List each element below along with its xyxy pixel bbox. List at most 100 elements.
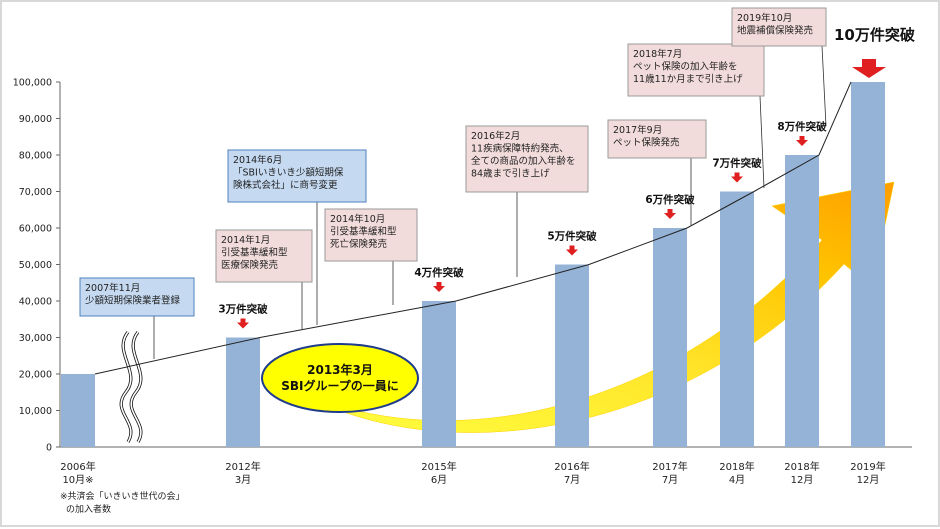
y-tick-label: 30,000	[19, 333, 52, 344]
callout-text: 2014年6月	[233, 154, 282, 166]
y-tick-label: 90,000	[19, 114, 52, 125]
callout-box-bg	[607, 119, 707, 159]
footnote-line2: の加入者数	[66, 503, 111, 515]
callout-leader	[821, 45, 827, 127]
callout-text: 2016年2月	[471, 130, 520, 142]
x-axis-labels: 2006年10月※2012年3月2015年6月2016年7月2017年7月201…	[60, 460, 885, 486]
callout-text: 引受基準緩和型	[221, 247, 288, 259]
callout-box-bg	[215, 229, 313, 283]
callout-text: ペット保険発売	[613, 137, 680, 149]
callout-text: 地震補償保険発売	[737, 25, 813, 37]
milestone-arrow-icon	[237, 318, 249, 329]
x-tick-label-year: 2017年	[652, 460, 687, 473]
y-tick-label: 10,000	[19, 406, 52, 417]
callout-text: 全ての商品の加入年齢を	[471, 155, 576, 167]
milestone-label: 7万件突破	[712, 157, 762, 170]
callout-text: 2019年10月	[737, 12, 792, 24]
callout-box-bg	[79, 277, 195, 317]
x-tick-label-year: 2018年	[719, 460, 754, 473]
milestone-arrow-icon	[566, 245, 578, 256]
bar	[61, 374, 95, 447]
x-tick-label-year: 2018年	[784, 460, 819, 473]
x-tick-label-month: 12月	[791, 474, 814, 486]
x-tick-label-month: 3月	[235, 474, 251, 486]
bar	[851, 82, 885, 447]
x-tick-label-year: 2015年	[421, 460, 456, 473]
callout-text: 2014年10月	[330, 213, 385, 225]
bar	[785, 155, 819, 447]
x-tick-label-year: 2016年	[554, 460, 589, 473]
bar	[720, 191, 754, 447]
x-tick-label-year: 2006年	[60, 460, 95, 473]
milestone-arrow-icon	[731, 172, 743, 183]
callout-boxes: 2007年11月少額短期保険業者登録2014年1月引受基準緩和型医療保険発売20…	[79, 7, 827, 317]
sbi-group-oval	[261, 343, 419, 413]
y-tick-label: 20,000	[19, 370, 52, 381]
bar	[422, 301, 456, 447]
milestone-labels: 3万件突破 4万件突破 5万件突破 6万件突破 7万件突破 8万件突破	[218, 120, 827, 329]
axis-break-icon	[119, 331, 143, 443]
callout-text: 医療保険発売	[221, 259, 278, 271]
milestone-label: 8万件突破	[777, 120, 827, 133]
milestone-label: 3万件突破	[218, 303, 268, 316]
callout-box-bg	[227, 149, 367, 203]
callout-text: 84歳まで引き上げ	[471, 168, 550, 180]
x-tick-label-month: 6月	[431, 474, 447, 486]
callout-text: 少額短期保険業者登録	[85, 295, 181, 307]
hundred-thousand-label: 10万件突破	[834, 26, 915, 44]
callout-text: 2017年9月	[613, 124, 662, 136]
x-tick-label-year: 2012年	[225, 460, 260, 473]
x-tick-label-year: 2019年	[850, 460, 885, 473]
x-tick-label-month: 12月	[857, 474, 880, 486]
callout-box-bg	[465, 125, 589, 193]
callout-text: 2007年11月	[85, 282, 140, 294]
y-tick-label: 40,000	[19, 297, 52, 308]
sbi-group-oval-line2: SBIグループの一員に	[281, 378, 399, 393]
bar	[555, 264, 589, 447]
milestone-arrow-icon	[796, 136, 808, 146]
callout-text: 2018年7月	[633, 48, 682, 60]
callout-text: 「SBIいきいき少額短期保	[233, 167, 344, 179]
x-tick-label-month: 7月	[564, 474, 580, 486]
callout-text: ペット保険の加入年齢を	[633, 61, 738, 73]
y-axis-ticks: 0 10,000 20,000 30,000 40,000 50,000 60,000 70,…	[13, 78, 60, 454]
callout-text: 11歳11か月まで引き上げ	[633, 73, 743, 85]
footnote-line1: ※共済会「いきいき世代の会」	[60, 490, 185, 502]
callout-leader-lines	[153, 45, 827, 359]
callout-text: 引受基準緩和型	[330, 226, 397, 238]
callout-text: 死亡保険発売	[330, 238, 387, 250]
callout-text: 2014年1月	[221, 234, 270, 246]
milestone-label: 5万件突破	[547, 230, 597, 243]
callout-text: 険株式会社」に商号変更	[233, 179, 338, 191]
y-tick-label: 80,000	[19, 151, 52, 162]
callout-box-bg	[731, 7, 827, 47]
milestone-arrow-icon	[664, 209, 676, 219]
growth-arrow-icon	[289, 181, 895, 433]
milestone-arrow-icon	[433, 282, 445, 292]
y-tick-label: 50,000	[19, 260, 52, 271]
callout-leader	[759, 95, 765, 189]
sbi-group-oval-line1: 2013年3月	[307, 362, 373, 377]
y-tick-label: 0	[46, 443, 52, 454]
bar	[653, 228, 687, 447]
y-tick-label: 60,000	[19, 224, 52, 235]
x-tick-label-month: 4月	[729, 474, 745, 486]
x-tick-label-month: 7月	[662, 474, 678, 486]
milestone-label: 4万件突破	[414, 266, 464, 279]
x-tick-label-month: 10月※	[62, 474, 93, 486]
bar	[226, 337, 260, 447]
y-tick-label: 100,000	[13, 78, 52, 89]
bars	[61, 82, 885, 447]
callout-box-bg	[324, 208, 418, 262]
milestone-label: 6万件突破	[645, 193, 695, 206]
